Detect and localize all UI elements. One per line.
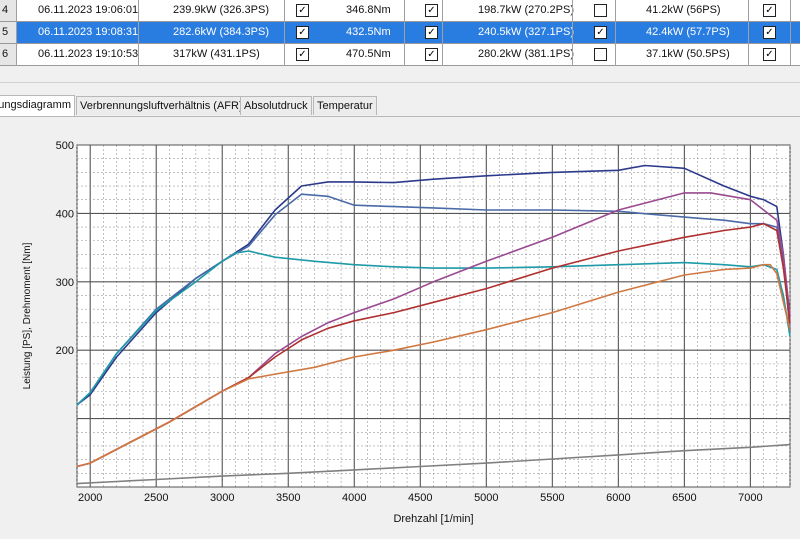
x-tick-label: 2000 <box>78 492 102 504</box>
y-tick-label: 200 <box>56 345 74 357</box>
series-line-6 <box>76 263 791 468</box>
power-torque-chart: 2000 2500 3000 3500 4000 4500 5000 5500 6000 6500… <box>22 140 791 525</box>
x-tick-label: 5500 <box>540 492 564 504</box>
x-axis-label: Drehzahl [1/min] <box>393 513 473 525</box>
cell-loss: 42.4kW (57.7PS) <box>646 26 730 38</box>
cell-wheel: 198.7kW (270.2PS) <box>478 4 574 16</box>
column-divider <box>442 0 443 66</box>
checkbox-c4[interactable]: ✓ <box>763 48 776 61</box>
cell-loss: 37.1kW (50.5PS) <box>646 48 730 60</box>
cell-loss: 41.2kW (56PS) <box>646 4 721 16</box>
y-tick-label: 500 <box>56 140 74 152</box>
splitter[interactable] <box>0 82 800 83</box>
column-divider <box>138 0 139 66</box>
column-divider <box>16 0 17 66</box>
checkbox-c4[interactable]: ✓ <box>763 26 776 39</box>
column-divider <box>572 0 573 66</box>
table-row[interactable]: 4 06.11.2023 19:06:01 239.9kW (326.3PS) ✓ 34… <box>0 0 800 22</box>
checkbox-c1[interactable]: ✓ <box>296 48 309 61</box>
runs-table: 6 06.11.2023 19:10:53 317kW (431.1PS) ✓ 470.… <box>0 0 800 66</box>
cell-datetime: 06.11.2023 19:06:01 <box>38 4 139 16</box>
chart-panel: 2000 2500 3000 3500 4000 4500 5000 5500 6000 6500… <box>0 116 800 534</box>
column-divider <box>284 0 285 66</box>
tab-temperatur[interactable]: Temperatur <box>313 96 377 115</box>
series-line-3 <box>76 250 791 406</box>
cell-power: 317kW (431.1PS) <box>173 48 260 60</box>
checkbox-c3[interactable]: ✓ <box>594 26 607 39</box>
x-tick-label: 4000 <box>342 492 366 504</box>
table-row[interactable]: 6 06.11.2023 19:10:53 317kW (431.1PS) ✓ 470.… <box>0 44 800 66</box>
y-tick-label: 300 <box>56 277 74 289</box>
series-line-7 <box>76 443 791 485</box>
y-tick-label: 400 <box>56 208 74 220</box>
cell-power: 282.6kW (384.3PS) <box>173 26 269 38</box>
column-divider <box>748 0 749 66</box>
checkbox-c2[interactable]: ✓ <box>425 48 438 61</box>
checkbox-c2[interactable]: ✓ <box>425 26 438 39</box>
tab-label: Leistungsdiagramm <box>0 99 71 111</box>
y-axis-label: Leistung [PS], Drehmoment [Nm] <box>22 242 33 389</box>
checkbox-c1[interactable]: ✓ <box>296 4 309 17</box>
tab-label: Absolutdruck <box>244 100 308 112</box>
tab-absolutdruck[interactable]: Absolutdruck <box>240 96 312 115</box>
row-index: 4 <box>0 0 17 21</box>
series-line-2 <box>76 193 791 406</box>
x-tick-label: 7000 <box>738 492 762 504</box>
tab-label: Verbrennungsluftverhältnis (AFR) <box>80 100 243 112</box>
tab-label: Temperatur <box>317 100 373 112</box>
x-tick-label: 2500 <box>144 492 168 504</box>
table-row[interactable]: 5 06.11.2023 19:08:31 282.6kW (384.3PS) ✓ 43… <box>0 22 800 44</box>
cell-wheel: 280.2kW (381.1PS) <box>478 48 574 60</box>
tab-leistungsdiagramm[interactable]: Leistungsdiagramm <box>0 95 75 116</box>
cell-wheel: 240.5kW (327.1PS) <box>478 26 574 38</box>
x-tick-label: 5000 <box>474 492 498 504</box>
cell-power: 239.9kW (326.3PS) <box>173 4 269 16</box>
x-tick-label: 3500 <box>276 492 300 504</box>
x-tick-label: 6000 <box>606 492 630 504</box>
checkbox-c4[interactable]: ✓ <box>763 4 776 17</box>
checkbox-c2[interactable]: ✓ <box>425 4 438 17</box>
x-tick-label: 4500 <box>408 492 432 504</box>
column-divider <box>404 0 405 66</box>
checkbox-c3[interactable] <box>594 48 607 61</box>
cell-torque: 346.8Nm <box>346 4 391 16</box>
tab-bar: Leistungsdiagramm Verbrennungsluftverhäl… <box>0 95 800 116</box>
tab-afr[interactable]: Verbrennungsluftverhältnis (AFR) <box>76 96 247 115</box>
cell-torque: 432.5Nm <box>346 26 391 38</box>
column-divider <box>615 0 616 66</box>
x-tick-label: 6500 <box>672 492 696 504</box>
checkbox-c1[interactable]: ✓ <box>296 26 309 39</box>
cell-datetime: 06.11.2023 19:10:53 <box>38 48 139 60</box>
cell-torque: 470.5Nm <box>346 48 391 60</box>
row-index: 5 <box>0 22 17 43</box>
x-tick-label: 3000 <box>210 492 234 504</box>
plot-area <box>76 144 791 488</box>
checkbox-c3[interactable] <box>594 4 607 17</box>
column-divider <box>790 0 791 66</box>
cell-datetime: 06.11.2023 19:08:31 <box>38 26 139 38</box>
row-index: 6 <box>0 44 17 65</box>
